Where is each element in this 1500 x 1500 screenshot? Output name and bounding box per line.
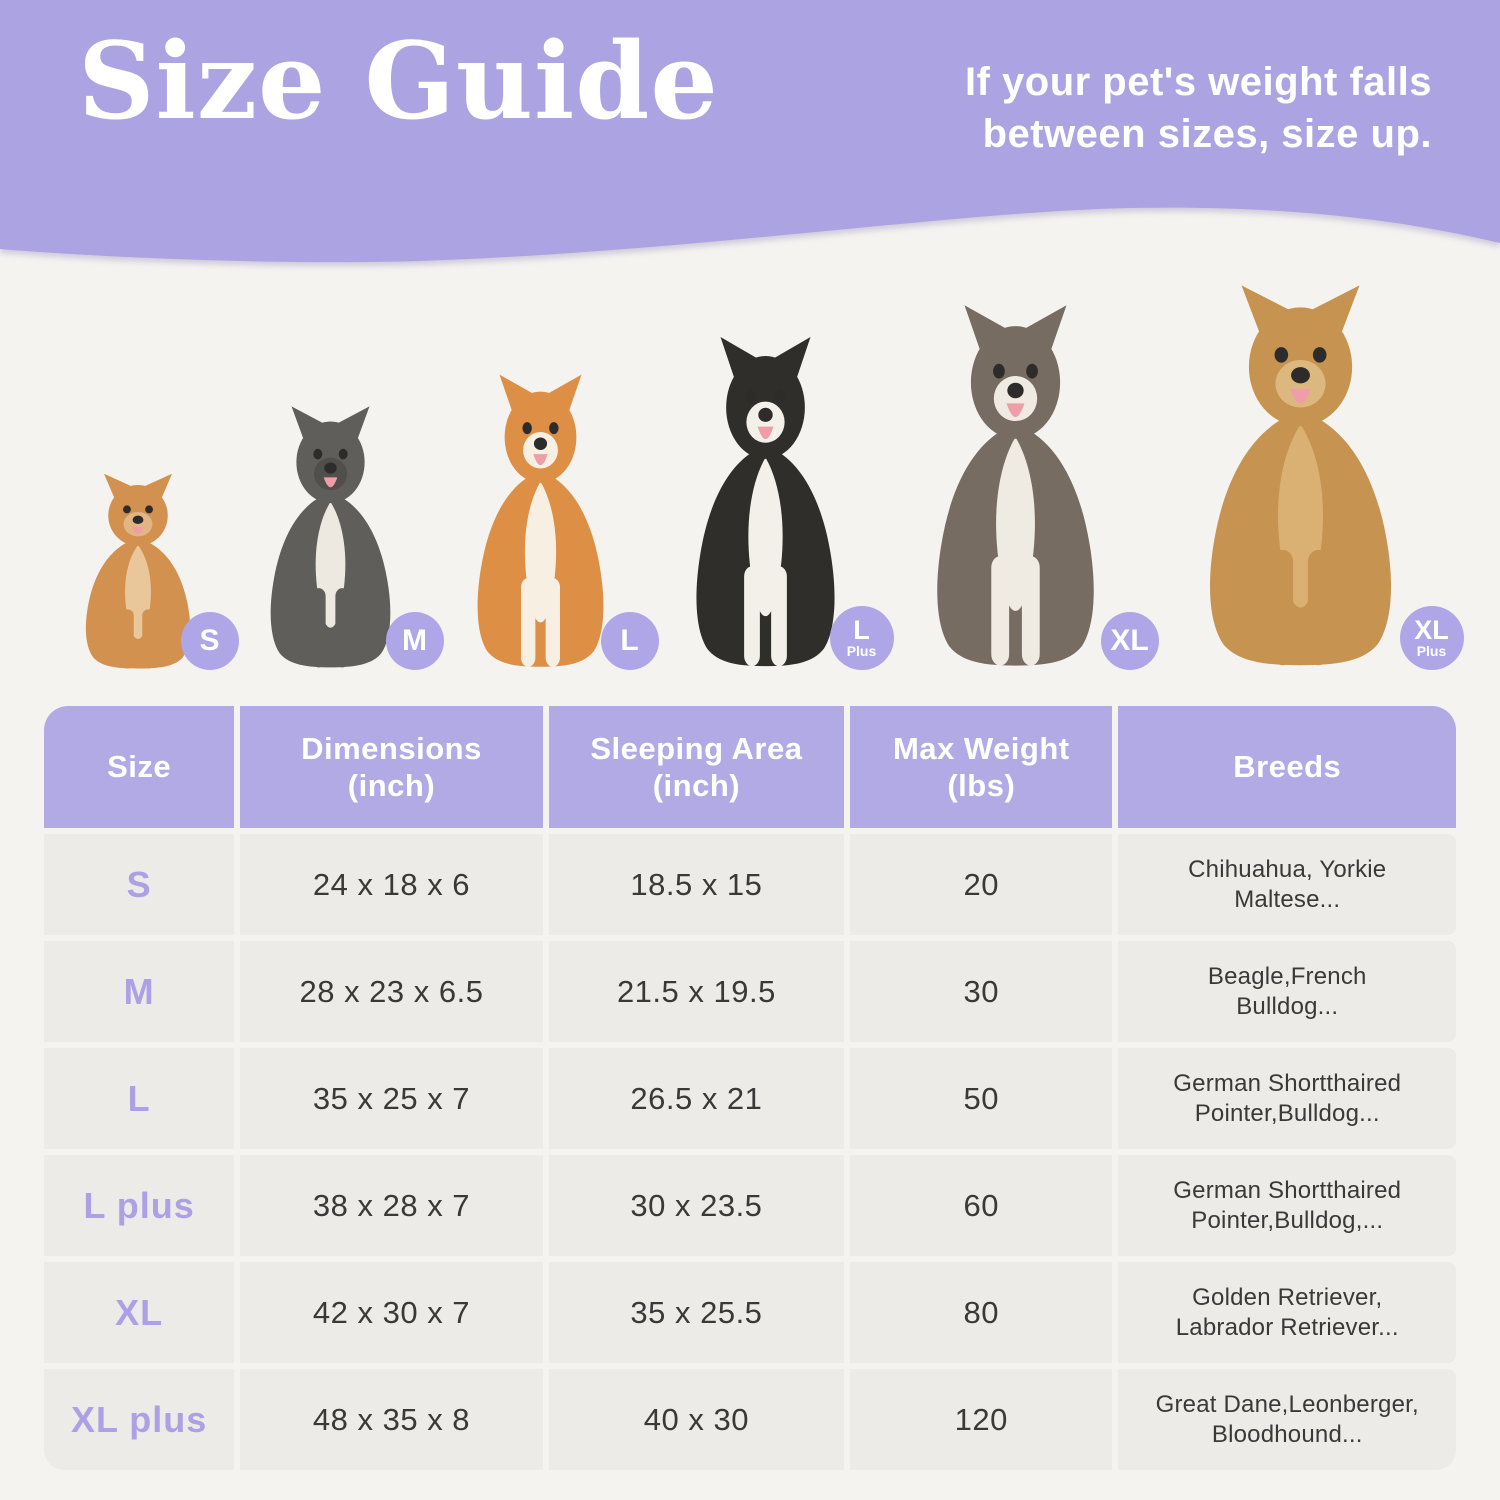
size-badge-l-plus: L Plus (829, 606, 894, 670)
golden-retriever-illustration (1209, 285, 1391, 666)
dog-figure-pomeranian: S (53, 472, 239, 672)
dog-figure-shiba-inu: L (438, 372, 659, 672)
size-label: M (44, 941, 235, 1042)
sleeping-area-value: 30 x 23.5 (548, 1155, 845, 1256)
sleeping-area-value: 35 x 25.5 (548, 1262, 845, 1363)
dimensions-value: 24 x 18 x 6 (240, 834, 543, 935)
dimensions-value: 35 x 25 x 7 (240, 1048, 543, 1149)
max-weight-value: 60 (850, 1155, 1113, 1256)
table-row-s: S 24 x 18 x 6 18.5 x 15 20 Chihuahua, Yorkie… (44, 834, 1456, 935)
border-collie-illustration (695, 336, 835, 667)
breeds-value: German Shortthaired Pointer,Bulldog... (1118, 1048, 1456, 1149)
dimensions-value: 42 x 30 x 7 (240, 1262, 543, 1363)
max-weight-value: 50 (850, 1048, 1113, 1149)
pomeranian-illustration (85, 473, 190, 669)
header-wave (0, 0, 1500, 263)
size-label: XL (44, 1262, 235, 1363)
dog-figure-french-bulldog: M (233, 404, 444, 672)
table-row-m: M 28 x 23 x 6.5 21.5 x 19.5 30 Beagle,French… (44, 941, 1456, 1042)
table-row-xl: XL 42 x 30 x 7 35 x 25.5 80 Golden Retriever… (44, 1262, 1456, 1363)
shiba-inu-illustration (477, 374, 603, 667)
sleeping-area-value: 21.5 x 19.5 (548, 941, 845, 1042)
breeds-value: Great Dane,Leonberger, Bloodhound... (1118, 1369, 1456, 1470)
size-note: If your pet's weight falls between sizes… (964, 60, 1432, 156)
australian-shepherd-illustration (936, 305, 1094, 666)
table-row-l-plus: L plus 38 x 28 x 7 30 x 23.5 60 German Short… (44, 1155, 1456, 1256)
sleeping-area-value: 18.5 x 15 (548, 834, 845, 935)
size-table: Size Dimensions (inch) Sleeping Area (inch… (38, 700, 1462, 1476)
size-label: XL plus (44, 1369, 235, 1470)
page-title: Size Guide (78, 18, 719, 143)
table-header-row: Size Dimensions (inch) Sleeping Area (inch… (44, 706, 1456, 828)
col-header-size: Size (44, 706, 235, 828)
sleeping-area-value: 26.5 x 21 (548, 1048, 845, 1149)
max-weight-value: 80 (850, 1262, 1113, 1363)
dog-figure-australian-shepherd: XL (888, 302, 1159, 672)
size-badge-xl-plus: XL Plus (1399, 606, 1464, 670)
dog-figure-border-collie: L Plus (653, 334, 894, 672)
size-label: L plus (44, 1155, 235, 1256)
col-header-sleeping-area: Sleeping Area (inch) (548, 706, 845, 828)
table-row-xl-plus: XL plus 48 x 35 x 8 40 x 30 120 Great Dane,L… (44, 1369, 1456, 1470)
col-header-max-weight: Max Weight (lbs) (850, 706, 1113, 828)
breeds-value: Golden Retriever, Labrador Retriever... (1118, 1262, 1456, 1363)
size-badge-m: M (385, 612, 444, 670)
hero-section: Size Guide If your pet's weight falls be… (0, 0, 1500, 678)
size-label: L (44, 1048, 235, 1149)
french-bulldog-illustration (270, 406, 390, 668)
size-label: S (44, 834, 235, 935)
breeds-value: German Shortthaired Pointer,Bulldog,... (1118, 1155, 1456, 1256)
size-badge-xl: XL (1100, 612, 1159, 670)
max-weight-value: 20 (850, 834, 1113, 935)
size-badge-s: S (180, 612, 239, 670)
col-header-dimensions: Dimensions (inch) (240, 706, 543, 828)
max-weight-value: 120 (850, 1369, 1113, 1470)
table-row-l: L 35 x 25 x 7 26.5 x 21 50 German Shortthair… (44, 1048, 1456, 1149)
max-weight-value: 30 (850, 941, 1113, 1042)
size-badge-l: L (600, 612, 659, 670)
sleeping-area-value: 40 x 30 (548, 1369, 845, 1470)
dimensions-value: 48 x 35 x 8 (240, 1369, 543, 1470)
dogs-row: S M L L Plus (0, 282, 1500, 672)
dimensions-value: 38 x 28 x 7 (240, 1155, 543, 1256)
dog-figure-golden-retriever: XL Plus (1153, 282, 1464, 672)
breeds-value: Beagle,French Bulldog... (1118, 941, 1456, 1042)
size-table-wrap: Size Dimensions (inch) Sleeping Area (inch… (38, 700, 1462, 1476)
breeds-value: Chihuahua, Yorkie Maltese... (1118, 834, 1456, 935)
dimensions-value: 28 x 23 x 6.5 (240, 941, 543, 1042)
col-header-breeds: Breeds (1118, 706, 1456, 828)
